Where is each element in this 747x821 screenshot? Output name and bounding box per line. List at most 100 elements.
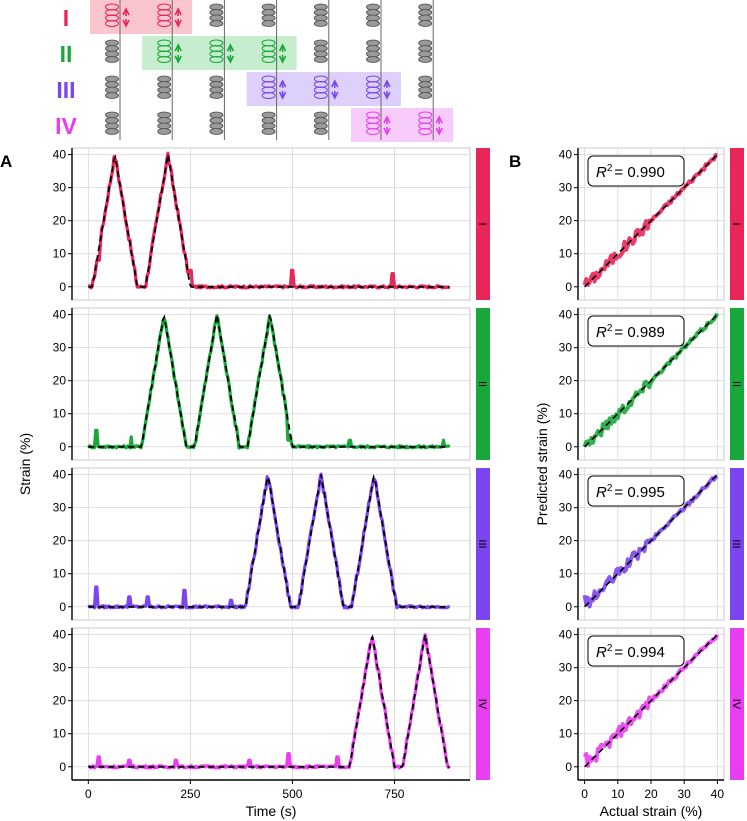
sensor-coil xyxy=(366,3,380,27)
y-tick-label: 20 xyxy=(559,374,573,388)
y-tick-label: 20 xyxy=(53,214,67,228)
identity-dashed-line xyxy=(584,154,718,288)
x-tick-label: 250 xyxy=(180,787,200,801)
coil-ring xyxy=(366,56,380,63)
coil-ring xyxy=(209,56,224,63)
parity-facet-IV: 0 10 20 30 40 R2 = 0.994 IV xyxy=(559,627,744,781)
sensor-coil-active xyxy=(366,111,391,136)
facet-strip-label: III xyxy=(730,539,742,548)
identity-dashed-line xyxy=(584,314,718,448)
y-tick-label: 40 xyxy=(559,308,573,322)
y-tick-label: 10 xyxy=(559,567,573,581)
x-tick-label: 20 xyxy=(644,787,658,801)
sensor-coil xyxy=(261,111,276,135)
sensor-coil xyxy=(313,111,328,135)
facet-III: 0 10 20 30 40 III xyxy=(53,467,490,621)
coil-ring xyxy=(261,92,276,99)
x-tick-label: 750 xyxy=(384,787,404,801)
x-tick-label: 500 xyxy=(282,787,302,801)
facet-strip xyxy=(730,148,744,300)
coil-ring xyxy=(105,20,119,27)
y-axis-title: Predicted strain (%) xyxy=(534,403,550,526)
r2-value: = 0.995 xyxy=(614,484,664,501)
facet-background xyxy=(71,307,471,461)
coil-ring xyxy=(366,20,380,27)
facet-strip xyxy=(476,628,490,780)
x-tick-label: 0 xyxy=(581,787,588,801)
sensor-coil xyxy=(157,75,172,99)
coil-ring xyxy=(209,128,224,135)
coil-ring xyxy=(418,56,433,63)
coil-ring xyxy=(105,128,119,135)
r2-symbol: R xyxy=(596,324,607,341)
r2-text: R2 = 0.990 xyxy=(596,163,665,181)
y-tick-label: 40 xyxy=(559,468,573,482)
sensor-coil-active xyxy=(261,39,287,64)
sensor-coil xyxy=(313,3,328,27)
y-tick-label: 30 xyxy=(53,341,67,355)
sensor-coil-active xyxy=(209,39,235,64)
r2-symbol: R xyxy=(596,644,607,661)
sensor-coil xyxy=(261,3,276,27)
parity-facet-I: 0 10 20 30 40 R2 = 0.990 I xyxy=(559,147,744,301)
row-label-III: III xyxy=(56,77,75,103)
r2-symbol: R xyxy=(596,484,607,501)
row-highlight-III xyxy=(246,72,401,106)
sensor-coil-active xyxy=(313,75,339,100)
r2-text: R2 = 0.995 xyxy=(596,483,665,501)
y-axis-title: Strain (%) xyxy=(17,433,33,495)
actual-strain-dashed-line xyxy=(88,154,450,288)
y-tick-label: 30 xyxy=(53,501,67,515)
y-tick-label: 10 xyxy=(53,567,67,581)
sensor-coil xyxy=(418,75,433,99)
y-tick-label: 20 xyxy=(53,374,67,388)
panel-letter-b: B xyxy=(509,152,521,171)
y-tick-label: 30 xyxy=(559,341,573,355)
sensor-coil xyxy=(209,111,224,135)
facet-IV: 0 10 20 30 40 IV xyxy=(53,627,490,781)
parity-facet-II: 0 10 20 30 40 R2 = 0.989 II xyxy=(559,307,744,461)
sensor-coil-active xyxy=(157,3,182,28)
r2-box xyxy=(587,155,685,187)
coil-ring xyxy=(261,128,276,135)
y-tick-label: 0 xyxy=(565,760,572,774)
facet-strip xyxy=(476,148,490,300)
coil-ring xyxy=(313,92,328,99)
r2-value: = 0.990 xyxy=(614,164,664,181)
y-tick-label: 20 xyxy=(53,534,67,548)
sensor-coil xyxy=(105,111,119,135)
facet-I: 0 10 20 30 40 I xyxy=(53,147,490,301)
coil-ring xyxy=(366,92,380,99)
y-tick-label: 10 xyxy=(53,407,67,421)
actual-strain-dashed-line xyxy=(88,474,450,608)
facet-II: 0 10 20 30 40 II xyxy=(53,307,490,461)
row-highlight-IV xyxy=(351,108,454,142)
facet-strip-label: III xyxy=(476,539,488,548)
actual-strain-dashed-line xyxy=(88,314,450,448)
sensor-coil-active xyxy=(261,75,287,100)
coil-ring xyxy=(418,20,433,27)
y-tick-label: 10 xyxy=(559,407,573,421)
sensor-coil-active xyxy=(105,3,130,28)
sensor-coil xyxy=(209,75,224,99)
y-tick-label: 40 xyxy=(559,628,573,642)
row-highlight-I xyxy=(90,0,193,34)
coil-ring xyxy=(157,128,172,135)
r2-symbol: R xyxy=(596,164,607,181)
sensor-coil xyxy=(418,39,433,63)
y-tick-label: 10 xyxy=(53,247,67,261)
sensor-coil xyxy=(366,39,380,63)
y-tick-label: 0 xyxy=(59,280,66,294)
sensor-coil xyxy=(157,111,172,135)
y-tick-label: 30 xyxy=(559,181,573,195)
facet-strip xyxy=(730,308,744,460)
facet-strip xyxy=(730,628,744,780)
coil-ring xyxy=(313,128,328,135)
facet-background xyxy=(71,147,471,301)
r2-value: = 0.994 xyxy=(614,644,664,661)
y-tick-label: 40 xyxy=(559,148,573,162)
facet-strip xyxy=(476,308,490,460)
y-tick-label: 0 xyxy=(59,760,66,774)
